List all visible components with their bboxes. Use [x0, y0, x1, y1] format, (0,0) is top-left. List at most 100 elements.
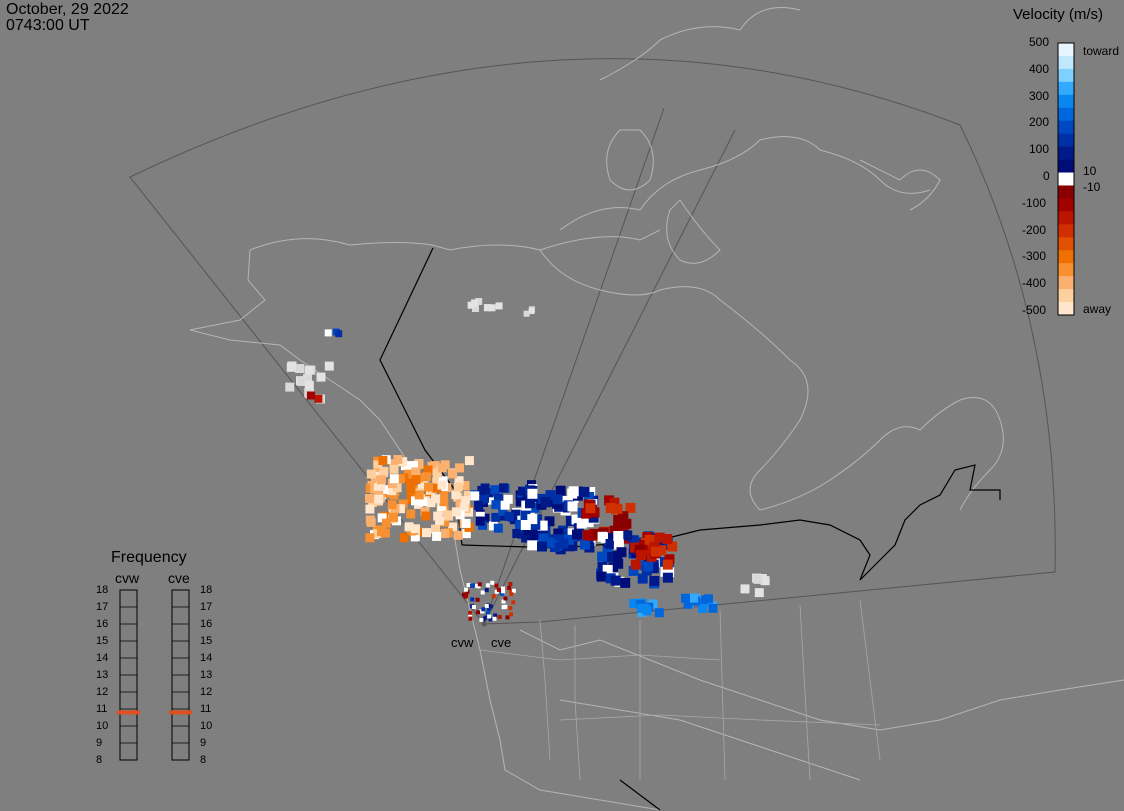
velocity-cell: [501, 589, 506, 594]
state-lines: [479, 599, 881, 781]
velocity-cell: [485, 583, 490, 588]
velocity-cell: [493, 523, 503, 533]
velocity-cell: [494, 589, 499, 594]
velocity-cell: [603, 552, 613, 563]
velocity-cell: [480, 590, 485, 595]
velocity-cell: [453, 482, 463, 492]
velocity-cell: [529, 530, 540, 541]
velocity-cell: [643, 561, 654, 572]
velocity-cell: [396, 504, 405, 514]
velocity-cell: [470, 597, 475, 602]
velocity-cell: [467, 301, 475, 309]
velocity-cell: [454, 476, 464, 486]
velocity-cell: [497, 587, 501, 592]
velocity-cell: [471, 583, 475, 588]
colorbar-swatch: [1058, 81, 1074, 96]
velocity-colorbar: [1057, 42, 1075, 316]
velocity-cell: [376, 475, 386, 485]
frequency-scale-label: 18: [200, 584, 213, 596]
frequency-scale-label: 11: [96, 703, 108, 715]
velocity-cell: [493, 493, 503, 503]
velocity-cell: [630, 559, 641, 570]
velocity-cell: [297, 377, 307, 386]
velocity-cell: [488, 617, 493, 622]
velocity-cell: [440, 517, 450, 527]
frequency-scale-label: 16: [200, 618, 213, 630]
velocity-cell: [553, 528, 564, 539]
velocity-cell: [582, 530, 593, 541]
velocity-cell: [656, 545, 667, 556]
velocity-cell: [486, 611, 490, 616]
velocity-cell: [662, 572, 673, 583]
velocity-cell: [373, 460, 383, 470]
velocity-cell: [389, 512, 398, 522]
velocity-cell: [460, 496, 470, 506]
velocity-cell: [525, 498, 535, 509]
velocity-cell: [523, 310, 530, 317]
velocity-cell: [459, 502, 469, 512]
velocity-cell: [492, 616, 497, 621]
velocity-cell: [484, 588, 489, 593]
velocity-cell: [698, 603, 707, 613]
velocity-cell: [303, 374, 312, 383]
colorbar-tick-label: -100: [1022, 195, 1047, 210]
velocity-cell: [625, 502, 636, 513]
velocity-cell: [475, 298, 483, 305]
velocity-cell: [431, 494, 441, 504]
velocity-cell: [683, 599, 693, 609]
velocity-cell: [637, 573, 648, 584]
velocity-cell: [475, 516, 485, 526]
velocity-cell: [628, 565, 639, 576]
velocity-cell: [609, 497, 620, 508]
velocity-cell: [314, 394, 323, 403]
velocity-cell: [304, 365, 314, 375]
velocity-cell: [530, 519, 541, 530]
velocity-cell: [365, 504, 375, 514]
velocity-cell: [316, 372, 326, 382]
velocity-cell: [376, 481, 386, 491]
velocity-cell: [549, 542, 560, 553]
velocity-cell: [488, 304, 496, 312]
velocity-cell: [613, 539, 624, 550]
frequency-scale-label: 16: [96, 618, 109, 630]
colorbar-tick-label: 200: [1029, 115, 1050, 130]
velocity-cell: [636, 550, 647, 561]
velocity-cell: [477, 495, 487, 505]
velocity-cell: [528, 308, 535, 315]
velocity-cell: [503, 494, 513, 504]
velocity-cell: [477, 582, 482, 587]
velocity-cell: [537, 520, 548, 531]
velocity-cell: [620, 577, 631, 588]
velocity-cell: [753, 574, 763, 584]
velocity-cell: [491, 500, 501, 510]
frequency-scale-label: 8: [200, 754, 207, 766]
velocity-cell: [512, 529, 522, 538]
velocity-cell: [432, 468, 442, 478]
velocity-cell: [613, 558, 624, 569]
velocity-cell: [644, 534, 655, 545]
velocity-cell: [285, 382, 295, 392]
velocity-cell: [475, 597, 480, 602]
velocity-cell: [708, 603, 718, 613]
velocity-cell: [501, 586, 505, 591]
velocity-cell: [597, 561, 608, 572]
velocity-cell: [417, 480, 427, 490]
velocity-cell: [304, 380, 314, 390]
colorbar-tick-label: 400: [1029, 61, 1050, 76]
velocity-cell: [470, 491, 480, 501]
velocity-cell: [503, 596, 508, 601]
velocity-cell: [602, 564, 613, 575]
velocity-cell: [608, 532, 618, 543]
frequency-scale-label: 9: [96, 737, 103, 749]
colorbar-swatch: [1058, 237, 1074, 251]
colorbar-swatch: [1058, 198, 1074, 212]
velocity-cell: [664, 554, 675, 565]
frequency-scale-label: 12: [200, 686, 213, 698]
velocity-cell: [399, 533, 409, 543]
velocity-cell: [537, 541, 547, 552]
velocity-cell: [565, 541, 575, 552]
velocity-cell: [380, 528, 390, 538]
colorbar-swatch: [1058, 224, 1074, 238]
velocity-cell: [754, 588, 764, 598]
velocity-cell: [406, 480, 416, 489]
